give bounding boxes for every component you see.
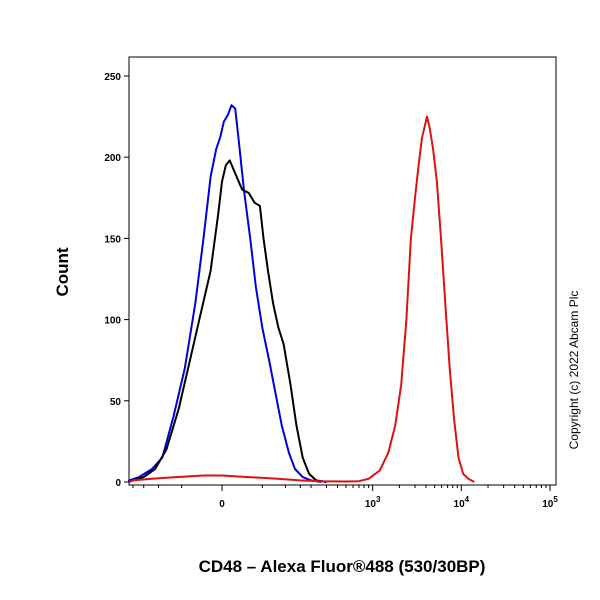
x-tick-label-2: 104: [454, 495, 470, 510]
y-tick-label-0: 0: [115, 478, 121, 489]
series-line-0: [128, 104, 322, 483]
plot-frame: [128, 56, 557, 486]
series-line-1: [128, 159, 327, 483]
x-tick-label-0: 0: [219, 499, 225, 510]
y-axis: 0 50 100 150 200 250: [104, 72, 129, 489]
series-line-2: [128, 115, 475, 483]
y-tick-label-5: 250: [104, 72, 121, 83]
y-tick-label-1: 50: [110, 397, 122, 408]
x-tick-label-1: 103: [365, 495, 381, 510]
x-tick-label-3: 105: [542, 495, 558, 510]
series-layer: [128, 104, 475, 483]
x-axis: 0 103 104 105: [132, 485, 558, 510]
x-axis-title: CD48 – Alexa Fluor®488 (530/30BP): [199, 557, 486, 576]
y-tick-label-2: 100: [104, 316, 121, 327]
y-axis-title: Count: [53, 247, 72, 296]
y-tick-label-4: 200: [104, 153, 121, 164]
copyright-annotation: Copyright (c) 2022 Abcam Plc: [567, 291, 581, 450]
y-tick-label-3: 150: [104, 234, 121, 245]
